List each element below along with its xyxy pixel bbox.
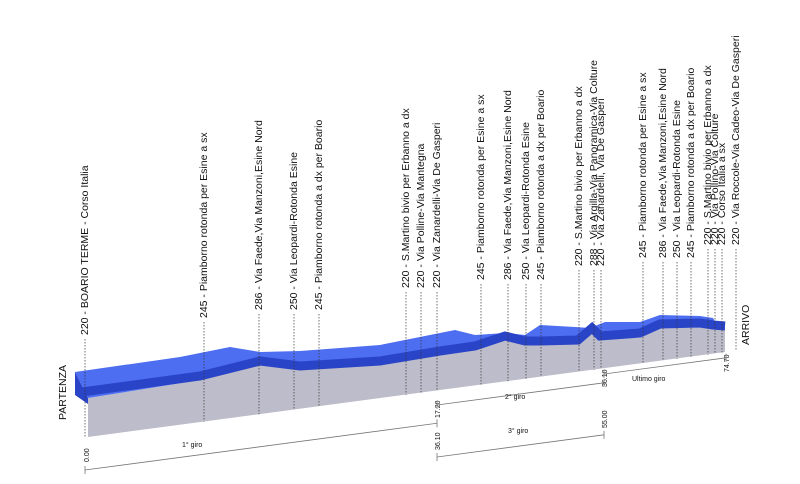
waypoint-label: 286 - Via Faede,Via Manzoni,Esine Nord [502,90,514,280]
waypoint-label: 245 - Piamborno rotonda a dx per Boario [535,90,547,280]
waypoint-label: 220 - S.Martino bivio per Erbanno a dx [702,64,714,245]
lap-line [436,434,605,458]
lap-label: Ultimo giro [632,376,666,383]
waypoint-label: 250 - Via Leopardi-Rotonda Esine [520,122,532,280]
distance-label: 17.20 [435,400,442,418]
waypoint-label: 220 - BOARIO TERME - Corso Italia [79,165,91,335]
waypoint-label: 286 - Via Faede,Via Manzoni,Esine Nord [657,68,669,258]
waypoint-label: 220 - Via Zanardelli, Via De Gasperi [595,98,607,266]
waypoint-label: 245 - Piamborno rotonda a dx per Boario [685,68,697,258]
waypoint-label: 245 - Piamborno rotonda per Esine a sx [637,72,649,258]
distance-label: 0.00 [84,448,91,462]
waypoint-label: 288 - Via Argilla-Via Panoramica-Via Col… [588,60,600,266]
lap-line [436,382,605,406]
waypoint-label: 220 - S.Martino bivio per Erbanno a dx [573,85,585,266]
lap-label: 3° giro [508,427,528,435]
waypoint-label: 245 - Piamborno rotonda a dx per Boario [313,120,325,310]
start-label: PARTENZA [57,365,69,420]
waypoint-label: 220 - Via Polline-Via Mantegna [415,143,427,288]
distance-label: 36.10 [602,369,609,387]
lap-label: 1° giro [182,441,202,449]
waypoint-label: 220 - Via Roccole-Via Cadeo-Via De Gaspe… [730,35,742,245]
profile-body [88,327,725,437]
finish-label: ARRIVO [740,305,752,345]
waypoint-label: 245 - Piamborno rotonda per Esine a sx [475,94,487,280]
waypoint-label: 220 - Corso Italia a sx [716,142,728,245]
profile-edge [81,318,726,397]
distance-label: 36.10 [435,432,442,450]
waypoint-label: 286 - Via Faede,Via Manzoni,Esine Nord [253,120,265,310]
lap-label: 2° giro [505,393,525,401]
waypoint-label: 245 - Piamborno rotonda per Esine a sx [198,132,210,318]
waypoint-label: 220 - S.Martino bivio per Erbanno a dx [400,107,412,288]
lap-line [84,422,438,471]
lap-line [603,357,727,375]
waypoint-label: 220 - Via Zanardelli-Via De Gasperi [431,123,443,288]
waypoint-label: 250 - Via Leopardi-Rotonda Esine [288,152,300,310]
waypoint-label: 220 - Via Pollino-Via Colture [709,113,721,245]
distance-label: 55.00 [602,410,609,428]
distance-label: 74.70 [724,354,731,372]
waypoint-label: 250 - Via Leopardi-Rotonda Esine [671,100,683,258]
